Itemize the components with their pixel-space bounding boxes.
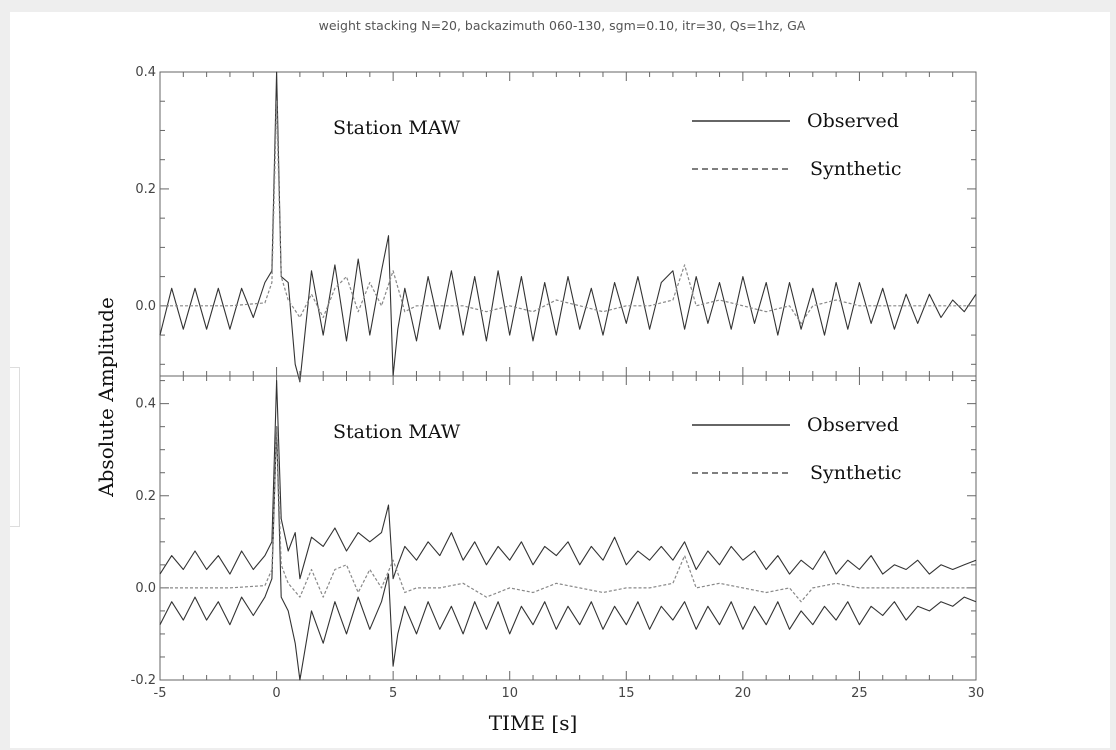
x-tick-label: 15 bbox=[618, 686, 635, 701]
y-tick-label: 0.0 bbox=[135, 581, 156, 596]
observed-series-line bbox=[159, 71, 977, 383]
legend: Observed Synthetic bbox=[692, 110, 901, 180]
panel-frame bbox=[159, 375, 977, 681]
legend-observed-label: Observed bbox=[807, 110, 899, 132]
panel-1: 0.4 0.2 0.0 Station MAW Observed Synthetic bbox=[135, 65, 977, 383]
station-annotation: Station MAW bbox=[333, 421, 461, 443]
legend-synthetic-label: Synthetic bbox=[810, 158, 901, 180]
x-tick-label: 10 bbox=[501, 686, 518, 701]
y-tick-label: 0.2 bbox=[135, 182, 156, 197]
seismogram-chart: weight stacking N=20, backazimuth 060-13… bbox=[94, 18, 985, 735]
x-tick-label: -5 bbox=[154, 686, 167, 701]
panel-2: 0.4 0.2 0.0 -0.2 Station MAW Observed Syntheti… bbox=[131, 375, 977, 688]
y-tick-label: -0.2 bbox=[131, 673, 156, 688]
legend-observed-label: Observed bbox=[807, 414, 899, 436]
x-tick-label: 25 bbox=[851, 686, 868, 701]
x-tick-label: 5 bbox=[389, 686, 397, 701]
synthetic-series-line bbox=[160, 426, 976, 603]
synthetic-series-line bbox=[160, 100, 976, 324]
x-tick-label: 0 bbox=[272, 686, 280, 701]
y-tick-label: 0.2 bbox=[135, 489, 156, 504]
observed-series-line bbox=[159, 380, 977, 580]
y-tick-label: 0.4 bbox=[135, 397, 156, 412]
station-annotation: Station MAW bbox=[333, 117, 461, 139]
y-tick-label: 0.4 bbox=[135, 65, 156, 80]
chart-title: weight stacking N=20, backazimuth 060-13… bbox=[319, 18, 806, 33]
legend: Observed Synthetic bbox=[692, 414, 901, 484]
observed-series-line bbox=[159, 426, 977, 681]
side-scroll-tab[interactable] bbox=[10, 367, 20, 527]
y-axis-label: Absolute Amplitude bbox=[94, 297, 118, 498]
x-axis-label: TIME [s] bbox=[489, 711, 578, 735]
x-tick-label: 20 bbox=[735, 686, 752, 701]
x-tick-label: 30 bbox=[968, 686, 985, 701]
y-tick-label: 0.0 bbox=[135, 299, 156, 314]
figure-panel: weight stacking N=20, backazimuth 060-13… bbox=[10, 12, 1110, 748]
legend-synthetic-label: Synthetic bbox=[810, 462, 901, 484]
